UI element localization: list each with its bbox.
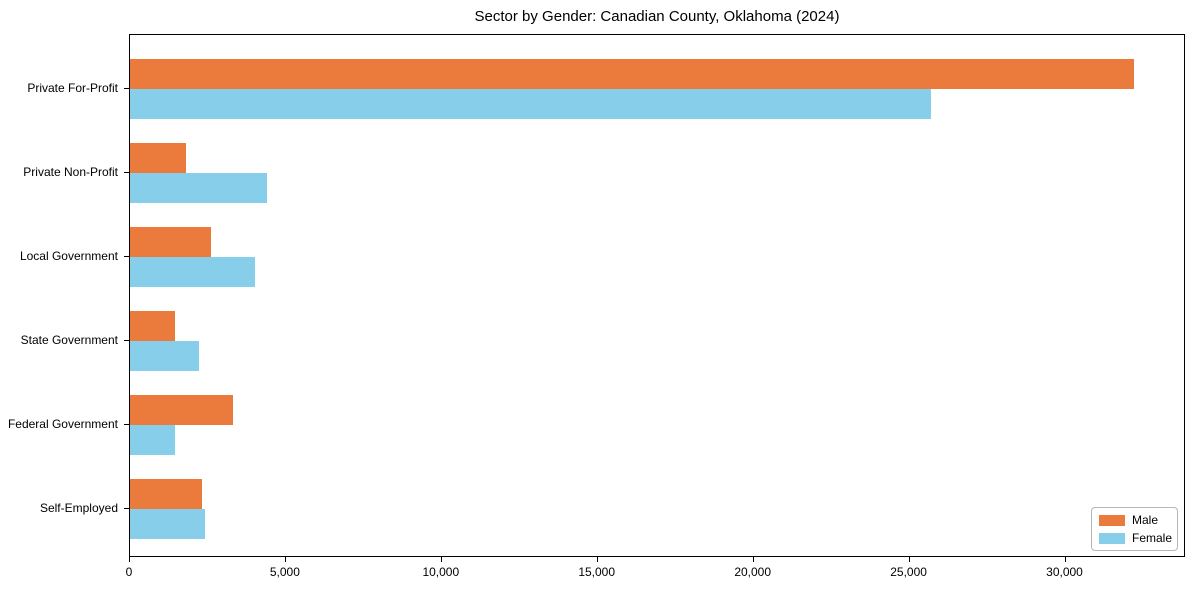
y-tick-mark [124,339,129,341]
chart-title: Sector by Gender: Canadian County, Oklah… [474,8,840,25]
x-tick-mark [1064,557,1066,562]
x-tick-mark [752,557,754,562]
x-tick-mark [908,557,910,562]
male-bar-local-government [130,226,212,257]
x-tick-label-15000: 15,000 [578,565,616,579]
y-tick-label-self-employed: Self-Employed [39,500,118,515]
male-bar-private-non-profit [130,142,187,173]
x-tick-mark [440,557,442,562]
y-tick-mark [124,88,129,89]
legend-entry-male: Male [1099,513,1170,527]
female-series-swatch [1099,532,1125,544]
legend-entry-female: Female [1099,531,1173,545]
female-bar-private-for-profit [130,89,932,119]
female-bar-self-employed [130,508,205,539]
y-tick-mark [124,171,129,173]
x-tick-mark [596,557,598,562]
y-tick-label-state-government: State Government [20,332,118,347]
male-series-swatch [1099,514,1125,526]
male-bar-private-for-profit [130,59,1135,89]
legend-label-male: Male [1132,513,1159,527]
x-tick-label-25000: 25,000 [890,565,927,579]
y-tick-label-private-non-profit: Private Non-Profit [23,164,118,179]
y-tick-label-private-for-profit: Private For-Profit [27,81,118,95]
y-tick-label-federal-government: Federal Government [7,416,118,431]
x-tick-label-30000: 30,000 [1046,565,1083,579]
legend-label-female: Female [1132,531,1173,545]
female-bar-federal-government [130,424,176,455]
y-tick-mark [124,507,129,509]
x-tick-label-5000: 5,000 [269,565,300,579]
y-tick-mark [124,423,129,425]
male-bar-federal-government [130,394,233,425]
male-bar-self-employed [130,478,202,509]
x-tick-label-20000: 20,000 [734,565,772,579]
legend: Male Female [1091,507,1178,551]
x-tick-label-0: 0 [125,565,133,579]
x-tick-mark [284,557,286,562]
female-bar-state-government [130,340,199,371]
x-tick-mark [129,557,130,562]
plot-area [129,34,1185,557]
y-tick-mark [124,255,129,257]
female-bar-private-non-profit [130,172,268,203]
y-tick-label-local-government: Local Government [19,248,118,263]
female-bar-local-government [130,256,255,287]
x-tick-label-10000: 10,000 [422,565,460,579]
male-bar-state-government [130,310,176,341]
